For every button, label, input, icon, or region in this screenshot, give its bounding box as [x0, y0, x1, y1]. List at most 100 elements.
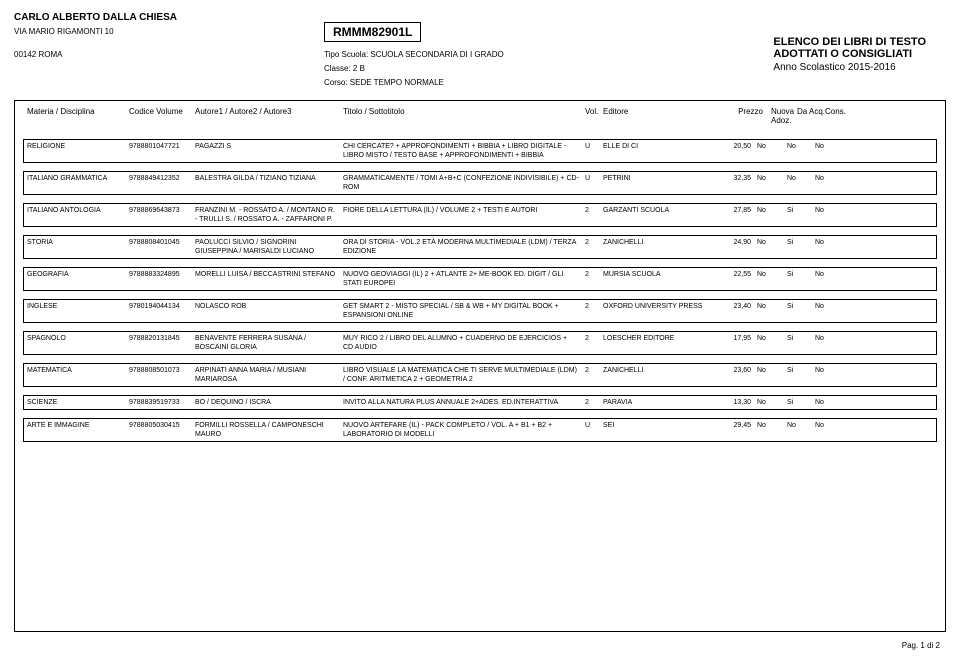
table-row: ITALIANO ANTOLOGIA9788869643873FRANZINI … — [23, 203, 937, 227]
cell-codice: 9788820131845 — [126, 332, 192, 354]
cell-editore: OXFORD UNIVERSITY PRESS — [600, 300, 718, 322]
cell-vol: 2 — [582, 268, 600, 290]
cell-titolo: ORA DI STORIA - VOL.2 ETÀ MODERNA MULTIM… — [340, 236, 582, 258]
cell-vol: 2 — [582, 396, 600, 409]
cell-codice: 9788883324895 — [126, 268, 192, 290]
cell-da: Si — [784, 236, 812, 258]
cell-vol: 2 — [582, 300, 600, 322]
cell-nuova: No — [754, 396, 784, 409]
cell-cons: No — [812, 140, 840, 162]
cell-autore: PAOLUCCI SILVIO / SIGNORINI GIUSEPPINA /… — [192, 236, 340, 258]
cell-materia: STORIA — [24, 236, 126, 258]
cell-vol: U — [582, 419, 600, 441]
cell-codice: 9788801047721 — [126, 140, 192, 162]
col-vol: Vol. — [585, 107, 603, 125]
course: Corso: SEDE TEMPO NORMALE — [324, 76, 504, 90]
cell-materia: ARTE E IMMAGINE — [24, 419, 126, 441]
school-name: CARLO ALBERTO DALLA CHIESA — [14, 12, 946, 23]
cell-vol: U — [582, 172, 600, 194]
cell-codice: 9788839519733 — [126, 396, 192, 409]
cell-codice: 9780194044134 — [126, 300, 192, 322]
cell-nuova: No — [754, 268, 784, 290]
title-line2: ADOTTATI O CONSIGLIATI — [773, 48, 926, 60]
cell-autore: PAGAZZI S — [192, 140, 340, 162]
col-prezzo: Prezzo — [721, 107, 763, 125]
cell-codice: 9788869643873 — [126, 204, 192, 226]
cell-codice: 9788808401045 — [126, 236, 192, 258]
cell-codice: 9788805030415 — [126, 419, 192, 441]
title-block: ELENCO DEI LIBRI DI TESTO ADOTTATI O CON… — [773, 36, 926, 73]
table-frame: Materia / Disciplina Codice Volume Autor… — [14, 100, 946, 632]
cell-prezzo: 20,50 — [718, 140, 754, 162]
cell-prezzo: 22,55 — [718, 268, 754, 290]
table-row: SCIENZE9788839519733BO / DEQUINO / ISCRA… — [23, 395, 937, 410]
page-number: Pag. 1 di 2 — [902, 641, 940, 650]
cell-editore: ELLE DI CI — [600, 140, 718, 162]
cell-da: No — [784, 140, 812, 162]
cell-cons: No — [812, 300, 840, 322]
cell-nuova: No — [754, 300, 784, 322]
cell-autore: ARPINATI ANNA MARIA / MUSIANI MARIAROSA — [192, 364, 340, 386]
page: CARLO ALBERTO DALLA CHIESA VIA MARIO RIG… — [0, 0, 960, 658]
cell-codice: 9788808501073 — [126, 364, 192, 386]
cell-materia: SCIENZE — [24, 396, 126, 409]
cell-da: Si — [784, 204, 812, 226]
cell-editore: ZANICHELLI — [600, 364, 718, 386]
cell-titolo: INVITO ALLA NATURA PLUS ANNUALE 2+ADES. … — [340, 396, 582, 409]
col-autore: Autore1 / Autore2 / Autore3 — [195, 107, 343, 125]
cell-prezzo: 23,60 — [718, 364, 754, 386]
cell-materia: GEOGRAFIA — [24, 268, 126, 290]
cell-editore: MURSIA SCUOLA — [600, 268, 718, 290]
cell-nuova: No — [754, 332, 784, 354]
school-code-box: RMMM82901L — [324, 22, 421, 42]
cell-autore: BO / DEQUINO / ISCRA — [192, 396, 340, 409]
cell-autore: FORMILLI ROSSELLA / CAMPONESCHI MAURO — [192, 419, 340, 441]
title-line1: ELENCO DEI LIBRI DI TESTO — [773, 36, 926, 48]
cell-da: Si — [784, 268, 812, 290]
cell-cons: No — [812, 204, 840, 226]
table-row: ARTE E IMMAGINE9788805030415FORMILLI ROS… — [23, 418, 937, 442]
cell-da: Si — [784, 332, 812, 354]
cell-materia: SPAGNOLO — [24, 332, 126, 354]
cell-cons: No — [812, 419, 840, 441]
class-meta: Tipo Scuola: SCUOLA SECONDARIA DI I GRAD… — [324, 48, 504, 90]
cell-cons: No — [812, 172, 840, 194]
cell-prezzo: 23,40 — [718, 300, 754, 322]
cell-editore: SEI — [600, 419, 718, 441]
cell-editore: GARZANTI SCUOLA — [600, 204, 718, 226]
cell-titolo: GET SMART 2 - MISTO SPECIAL / SB & WB + … — [340, 300, 582, 322]
cell-prezzo: 32,35 — [718, 172, 754, 194]
cell-cons: No — [812, 364, 840, 386]
cell-prezzo: 24,90 — [718, 236, 754, 258]
col-nuova: Nuova Adoz. — [763, 107, 797, 125]
cell-nuova: No — [754, 236, 784, 258]
col-cons: Cons. — [825, 107, 853, 125]
cell-titolo: NUOVO GEOVIAGGI (IL) 2 + ATLANTE 2+ ME-B… — [340, 268, 582, 290]
cell-da: No — [784, 172, 812, 194]
cell-vol: 2 — [582, 204, 600, 226]
col-materia: Materia / Disciplina — [19, 107, 129, 125]
table-row: INGLESE9780194044134NOLASCO ROBGET SMART… — [23, 299, 937, 323]
cell-editore: ZANICHELLI — [600, 236, 718, 258]
col-titolo: Titolo / Sottotitolo — [343, 107, 585, 125]
table-row: ITALIANO GRAMMATICA9788849412352BALESTRA… — [23, 171, 937, 195]
cell-autore: NOLASCO ROB — [192, 300, 340, 322]
cell-materia: ITALIANO ANTOLOGIA — [24, 204, 126, 226]
cell-da: No — [784, 419, 812, 441]
col-editore: Editore — [603, 107, 721, 125]
cell-titolo: CHI CERCATE? + APPROFONDIMENTI + BIBBIA … — [340, 140, 582, 162]
table-row: RELIGIONE9788801047721PAGAZZI SCHI CERCA… — [23, 139, 937, 163]
cell-prezzo: 29,45 — [718, 419, 754, 441]
table-row: SPAGNOLO9788820131845BENAVENTE FERRERA S… — [23, 331, 937, 355]
cell-materia: MATEMATICA — [24, 364, 126, 386]
cell-editore: PETRINI — [600, 172, 718, 194]
cell-da: Si — [784, 396, 812, 409]
cell-editore: LOESCHER EDITORE — [600, 332, 718, 354]
cell-materia: RELIGIONE — [24, 140, 126, 162]
cell-da: Si — [784, 300, 812, 322]
cell-titolo: MUY RICO 2 / LIBRO DEL ALUMNO + CUADERNO… — [340, 332, 582, 354]
cell-materia: ITALIANO GRAMMATICA — [24, 172, 126, 194]
cell-autore: FRANZINI M. - ROSSATO A. / MONTANO R. - … — [192, 204, 340, 226]
school-address: VIA MARIO RIGAMONTI 10 — [14, 27, 946, 36]
class-id: Classe: 2 B — [324, 62, 504, 76]
